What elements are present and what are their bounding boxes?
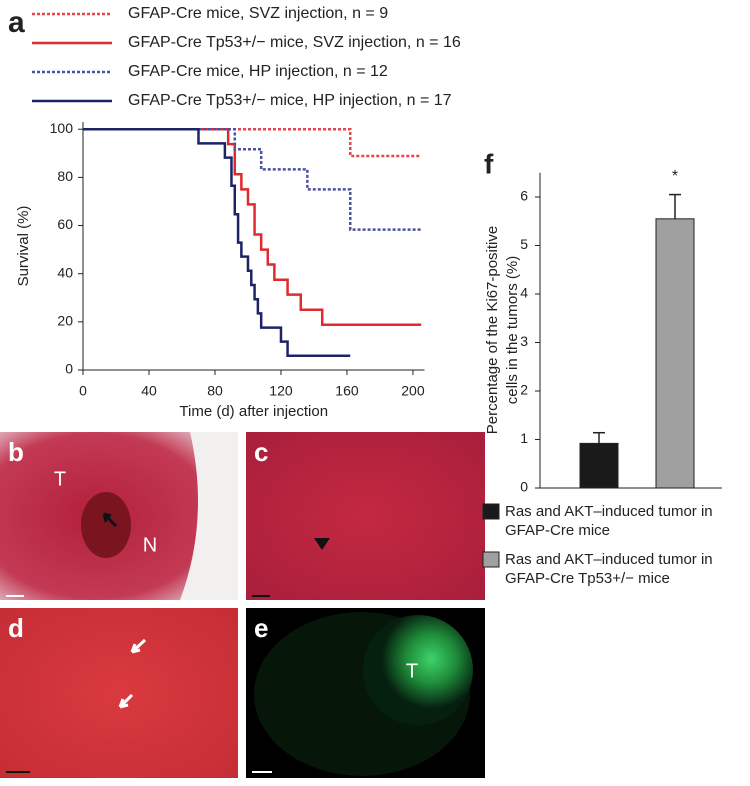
y-tick-label: 40: [57, 264, 73, 280]
survival-curve: [83, 127, 351, 358]
x-tick-label: 200: [401, 383, 425, 399]
legend-entry: Ras and AKT–induced tumor in GFAP-Cre Tp…: [505, 551, 713, 587]
y-tick-label: 0: [65, 361, 73, 377]
histology-image: [0, 608, 238, 778]
necrosis: [81, 492, 131, 558]
arrowhead: [314, 538, 330, 550]
panel-label: d: [8, 613, 24, 643]
arrow: [118, 693, 134, 709]
legend-label: GFAP-Cre mice, SVZ injection, n = 9: [128, 5, 388, 22]
image-label: T: [406, 660, 418, 682]
x-tick-label: 80: [207, 383, 223, 399]
legend-label: GFAP-Cre Tp53+/− mice, HP injection, n =…: [128, 92, 452, 109]
legend-entry: Ras and AKT–induced tumor in GFAP-Cre mi…: [505, 503, 713, 539]
y-tick-label: 6: [520, 188, 528, 204]
tumor-signal: [363, 615, 473, 725]
panel-label: c: [254, 437, 268, 467]
legend-swatch: [482, 503, 500, 520]
y-tick-label: 3: [520, 333, 528, 349]
survival-curve: [83, 127, 422, 231]
x-axis-label: Time (d) after injection: [179, 403, 328, 420]
x-tick-label: 0: [79, 383, 87, 399]
panel-label: a: [8, 6, 25, 39]
y-axis-label: Percentage of the Ki67-positive: [484, 226, 501, 434]
bar: [579, 442, 619, 489]
y-tick-label: 100: [50, 120, 74, 136]
y-axis-label: cells in the tumors (%): [504, 256, 521, 404]
panel-label: e: [254, 613, 268, 643]
y-tick-label: 80: [57, 168, 73, 184]
histology-image: [246, 432, 485, 600]
background-area: [180, 432, 238, 600]
y-tick-label: 0: [520, 479, 528, 495]
annotation: *: [672, 168, 678, 185]
x-tick-label: 120: [269, 383, 293, 399]
arrow: [130, 638, 147, 654]
x-tick-label: 40: [141, 383, 157, 399]
legend-label: GFAP-Cre mice, HP injection, n = 12: [128, 63, 388, 80]
image-label: T: [54, 468, 66, 490]
y-tick-label: 2: [520, 382, 528, 398]
image-label: N: [143, 534, 157, 556]
panel-label: f: [484, 148, 494, 179]
legend-swatch: [482, 551, 500, 568]
y-tick-label: 1: [520, 430, 528, 446]
y-tick-label: 60: [57, 216, 73, 232]
survival-curve: [83, 127, 422, 326]
x-tick-label: 160: [335, 383, 359, 399]
panel-label: b: [8, 437, 24, 467]
y-tick-label: 4: [520, 285, 528, 301]
y-tick-label: 5: [520, 236, 528, 252]
legend-label: GFAP-Cre Tp53+/− mice, SVZ injection, n …: [128, 34, 461, 51]
survival-curve: [83, 127, 422, 158]
y-tick-label: 20: [57, 313, 73, 329]
arrow: [102, 512, 118, 528]
y-axis-label: Survival (%): [15, 206, 32, 287]
bar: [655, 218, 695, 489]
